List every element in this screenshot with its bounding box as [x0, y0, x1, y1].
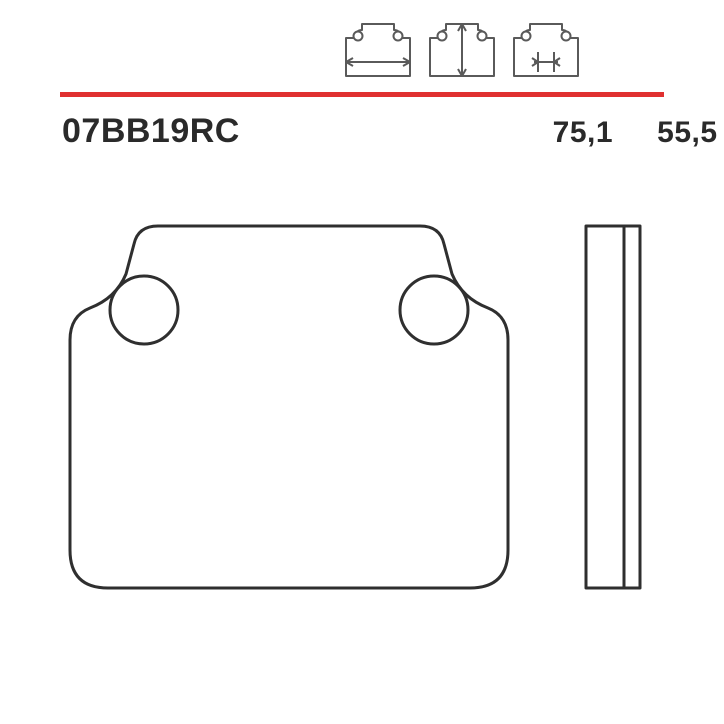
- width-value: 75,1: [544, 116, 622, 150]
- divider-rule: [60, 92, 664, 97]
- technical-drawing: [52, 180, 672, 680]
- dimensions-values: 75,1 55,5 8,7: [240, 116, 724, 150]
- height-value: 55,5: [640, 116, 724, 150]
- part-number: 07BB19RC: [62, 112, 240, 151]
- front-view-drawing: [52, 220, 526, 620]
- height-dimension-icon: [424, 18, 500, 82]
- spec-label-row: 07BB19RC 75,1 55,5 8,7: [62, 112, 662, 151]
- product-spec-card: 07BB19RC 75,1 55,5 8,7: [0, 0, 724, 724]
- side-view-drawing: [562, 220, 657, 620]
- thickness-dimension-icon: [508, 18, 584, 82]
- dimension-icons-row: [340, 18, 584, 82]
- width-dimension-icon: [340, 18, 416, 82]
